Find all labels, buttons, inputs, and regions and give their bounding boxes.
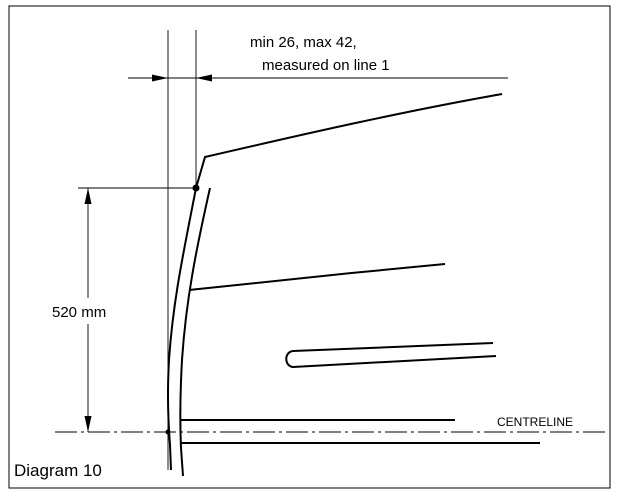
middle-line [188, 263, 446, 291]
height-label: 520 mm [52, 304, 106, 321]
dimension-note-line2: measured on line 1 [262, 57, 390, 74]
dimension-note-line1: min 26, max 42, [250, 34, 357, 51]
height-dimension-arrow-bottom [84, 416, 92, 432]
rounded-slot [285, 342, 497, 369]
top-dimension-arrow-left [152, 74, 168, 82]
height-dimension-arrow-top [84, 188, 92, 204]
centreline-point [165, 429, 171, 435]
line-1 [195, 93, 503, 189]
diagram-caption: Diagram 10 [14, 461, 102, 480]
height-label-backdrop [48, 298, 128, 324]
top-dimension-arrow-right [196, 74, 212, 82]
profile-curve-inner [179, 187, 211, 477]
measurement-point [192, 184, 200, 192]
diagram-frame [8, 5, 611, 489]
profile-curve-outer [166, 187, 197, 471]
centreline-label: CENTRELINE [497, 415, 573, 429]
